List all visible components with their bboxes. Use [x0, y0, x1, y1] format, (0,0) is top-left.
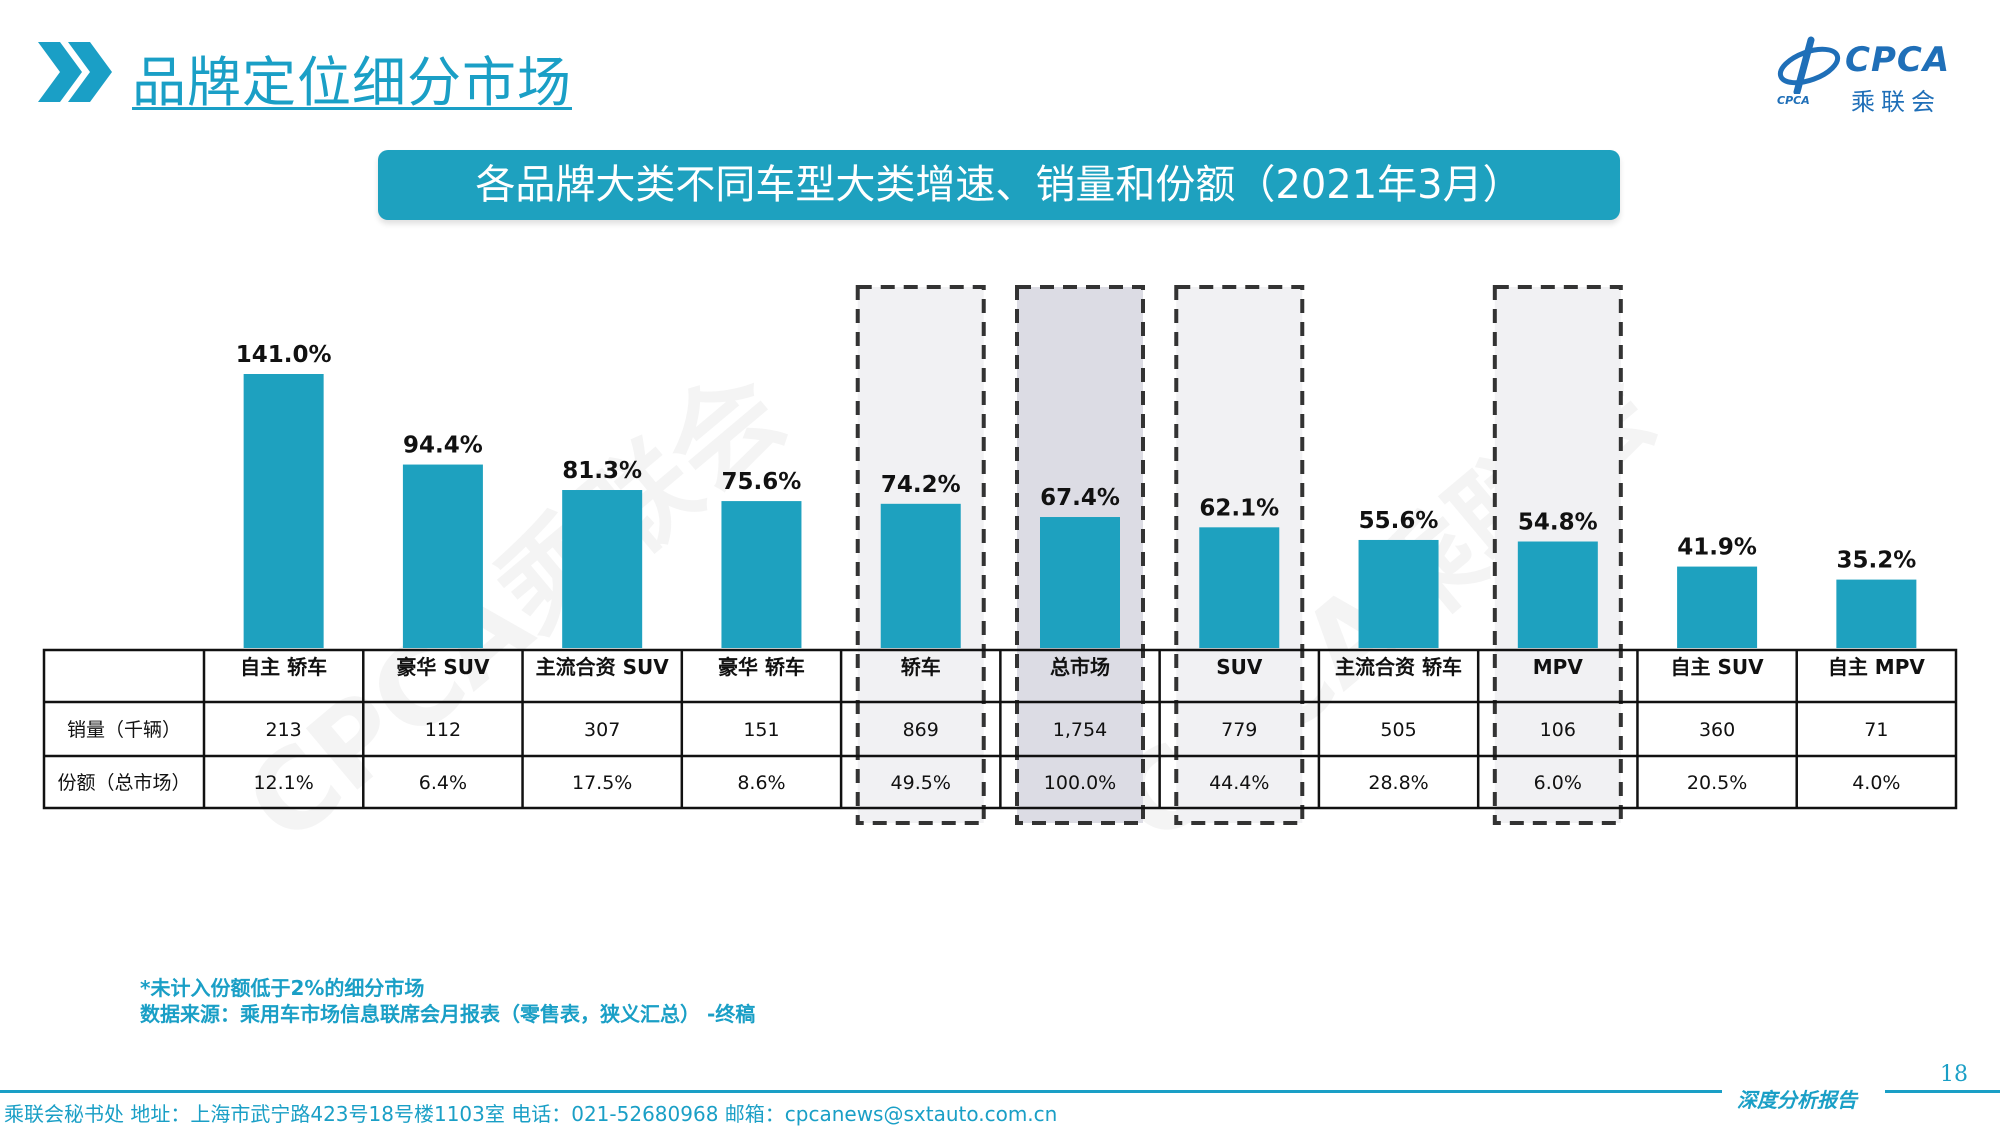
category-label-9: MPV — [1533, 655, 1584, 679]
cpca-logo-mark-icon — [1777, 36, 1841, 94]
cell-2-1: 12.1% — [253, 772, 313, 794]
bar-chart: 141.0% 94.4% 81.3% 75.6% 74.2% 67.4% 62.1% 55.6… — [42, 285, 1958, 825]
cell-2-10: 20.5% — [1687, 772, 1747, 794]
value-label-7: 62.1% — [1199, 495, 1279, 521]
category-label-10: 自主 SUV — [1671, 655, 1765, 679]
category-label-7: SUV — [1216, 655, 1263, 679]
cell-1-10: 360 — [1699, 719, 1735, 741]
category-label-6: 总市场 — [1050, 655, 1110, 679]
cell-2-4: 8.6% — [737, 772, 785, 794]
page-number: 18 — [1940, 1062, 1968, 1087]
cell-2-2: 6.4% — [419, 772, 467, 794]
cell-1-9: 106 — [1540, 719, 1576, 741]
footer-brand: 深度分析报告 — [1737, 1088, 1857, 1112]
value-label-11: 35.2% — [1836, 548, 1916, 574]
value-label-1: 141.0% — [236, 342, 332, 368]
bar-9 — [1517, 541, 1598, 648]
bar-10 — [1677, 566, 1758, 648]
value-label-8: 55.6% — [1359, 508, 1439, 534]
category-label-5: 轿车 — [901, 655, 941, 679]
bar-5 — [880, 503, 961, 648]
row-label-1: 销量（千辆） — [67, 719, 181, 741]
cell-2-6: 100.0% — [1044, 772, 1116, 794]
footer-divider-right — [1885, 1090, 2000, 1093]
cell-2-9: 6.0% — [1534, 772, 1582, 794]
bar-3 — [562, 490, 643, 648]
category-label-8: 主流合资 轿车 — [1335, 655, 1462, 679]
value-label-10: 41.9% — [1677, 535, 1757, 561]
note-line-2: 数据来源：乘用车市场信息联席会月报表（零售表，狭义汇总） -终稿 — [140, 1002, 756, 1026]
category-label-11: 自主 MPV — [1828, 655, 1926, 679]
bar-4 — [721, 501, 802, 648]
bar-8 — [1358, 539, 1439, 648]
value-label-3: 81.3% — [562, 458, 642, 484]
value-label-4: 75.6% — [722, 469, 802, 495]
value-label-6: 67.4% — [1040, 485, 1120, 511]
footer-address: 乘联会秘书处 地址：上海市武宁路423号18号楼1103室 电话：021-526… — [4, 1102, 1058, 1126]
cell-1-3: 307 — [584, 719, 620, 741]
bar-11 — [1836, 579, 1917, 648]
highlight-box-6 — [1015, 285, 1145, 825]
cell-1-5: 869 — [903, 719, 939, 741]
footer-divider-left — [0, 1090, 1722, 1093]
bar-2 — [402, 464, 483, 648]
category-label-2: 豪华 SUV — [396, 655, 490, 679]
cell-1-2: 112 — [425, 719, 461, 741]
bar-1 — [243, 374, 324, 648]
cell-2-8: 28.8% — [1368, 772, 1428, 794]
bar-7 — [1199, 527, 1280, 648]
row-label-2: 份额（总市场） — [57, 772, 190, 794]
value-label-2: 94.4% — [403, 433, 483, 459]
bar-6 — [1040, 517, 1120, 648]
page-title: 品牌定位细分市场 — [132, 51, 572, 114]
logo-cn: 乘联会 — [1851, 88, 1941, 116]
logo-en: CPCA — [1845, 40, 1951, 80]
category-label-4: 豪华 轿车 — [718, 655, 805, 679]
note-line-1: *未计入份额低于2%的细分市场 — [140, 976, 425, 1000]
cell-2-11: 4.0% — [1852, 772, 1900, 794]
cell-1-6: 1,754 — [1053, 719, 1107, 741]
cell-1-4: 151 — [743, 719, 779, 741]
cell-2-5: 49.5% — [891, 772, 951, 794]
chart-title: 各品牌大类不同车型大类增速、销量和份额（2021年3月） — [378, 150, 1620, 220]
cell-1-7: 779 — [1221, 719, 1257, 741]
cell-1-8: 505 — [1380, 719, 1416, 741]
cell-1-1: 213 — [266, 719, 302, 741]
cpca-logo: CPCA 乘联会 CPCA — [1775, 36, 1975, 116]
cell-2-7: 44.4% — [1209, 772, 1269, 794]
chevron-arrows-icon — [38, 42, 112, 102]
cell-1-11: 71 — [1864, 719, 1888, 741]
value-label-5: 74.2% — [881, 472, 961, 498]
category-label-1: 自主 轿车 — [240, 655, 327, 679]
cell-2-3: 17.5% — [572, 772, 632, 794]
value-label-9: 54.8% — [1518, 510, 1598, 536]
logo-sub: CPCA — [1777, 94, 1810, 107]
category-label-3: 主流合资 SUV — [536, 655, 670, 679]
